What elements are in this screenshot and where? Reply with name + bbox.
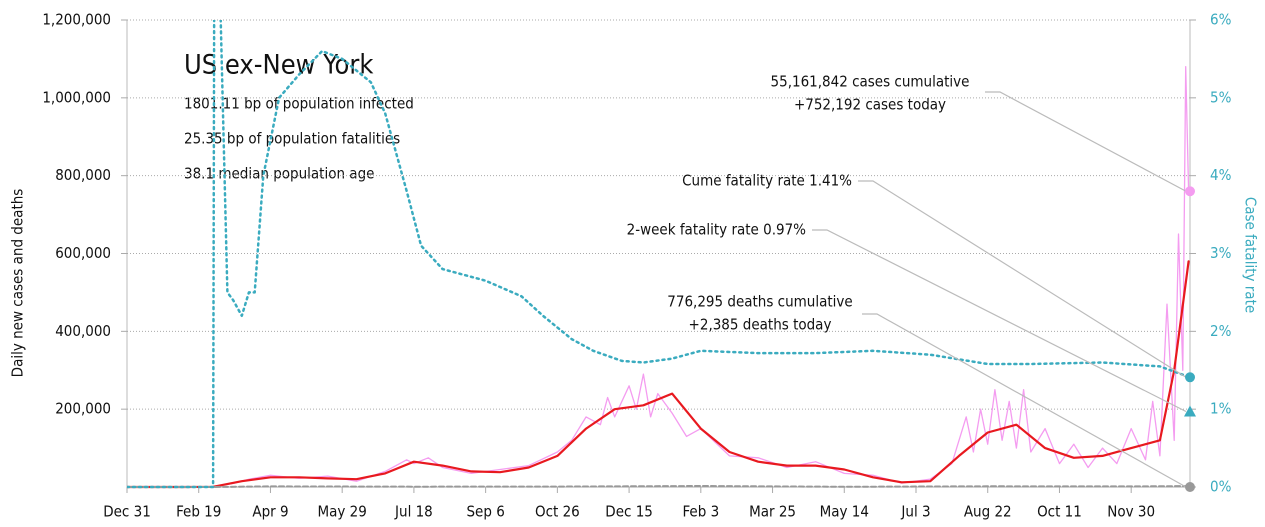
- marker: [1185, 372, 1195, 383]
- stat: 1801.11 bp of population infected: [184, 95, 414, 113]
- x-tick-label: Jul 18: [394, 503, 433, 521]
- y2-tick-label: 2%: [1210, 322, 1232, 340]
- y2-tick-label: 0%: [1210, 478, 1232, 496]
- plot-area: [127, 20, 1192, 489]
- annotation: 2-week fatality rate 0.97%: [627, 221, 807, 239]
- leader-line: [858, 180, 1187, 378]
- y-tick-label: 1,200,000: [42, 11, 111, 29]
- annotation: +2,385 deaths today: [689, 316, 832, 334]
- series-line: [127, 20, 1192, 489]
- y2-axis-label: Case fatality rate: [1242, 197, 1260, 313]
- marker: [1185, 186, 1195, 197]
- x-tick-label: Jul 3: [900, 503, 930, 521]
- y2-tick-label: 6%: [1210, 11, 1232, 29]
- x-tick-label: Dec 31: [103, 503, 151, 521]
- y-tick-label: 1,000,000: [42, 88, 111, 106]
- y2-tick-label: 4%: [1210, 166, 1232, 184]
- annotation: Cume fatality rate 1.41%: [682, 172, 852, 190]
- y-tick-label: 200,000: [55, 400, 111, 418]
- chart-title: US ex-New York: [184, 50, 373, 81]
- marker: [1184, 405, 1196, 417]
- series-line: [127, 260, 1190, 489]
- y2-tick-label: 5%: [1210, 88, 1232, 106]
- x-tick-label: Feb 19: [176, 503, 221, 521]
- y2-tick-label: 3%: [1210, 244, 1232, 262]
- x-tick-label: Sep 6: [466, 503, 504, 521]
- series-line: [127, 485, 1191, 488]
- x-tick-label: Mar 25: [749, 503, 796, 521]
- x-tick-label: Nov 30: [1107, 503, 1155, 521]
- x-tick-label: May 14: [820, 503, 869, 521]
- x-tick-label: Feb 3: [682, 503, 719, 521]
- x-tick-label: May 29: [318, 503, 367, 521]
- stat: 38.1 median population age: [184, 165, 374, 183]
- y2-tick-label: 1%: [1210, 400, 1232, 418]
- y-tick-label: 600,000: [55, 244, 111, 262]
- y-axis-label: Daily new cases and deaths: [9, 189, 27, 378]
- marker: [1185, 482, 1195, 492]
- x-tick-label: Apr 9: [252, 503, 288, 521]
- y-tick-label: 400,000: [55, 322, 111, 340]
- annotation: +752,192 cases today: [794, 96, 946, 114]
- leader-line: [812, 229, 1187, 413]
- y-tick-label: 800,000: [55, 166, 111, 184]
- x-tick-label: Oct 26: [535, 503, 580, 521]
- leader-line: [862, 313, 1187, 488]
- annotation: 55,161,842 cases cumulative: [771, 73, 970, 91]
- x-tick-label: Dec 15: [605, 503, 653, 521]
- x-tick-label: Aug 22: [964, 503, 1012, 521]
- stat: 25.35 bp of population fatalities: [184, 130, 400, 148]
- x-tick-label: Oct 11: [1037, 503, 1082, 521]
- annotation: 776,295 deaths cumulative: [667, 293, 852, 311]
- leader-line: [985, 91, 1187, 192]
